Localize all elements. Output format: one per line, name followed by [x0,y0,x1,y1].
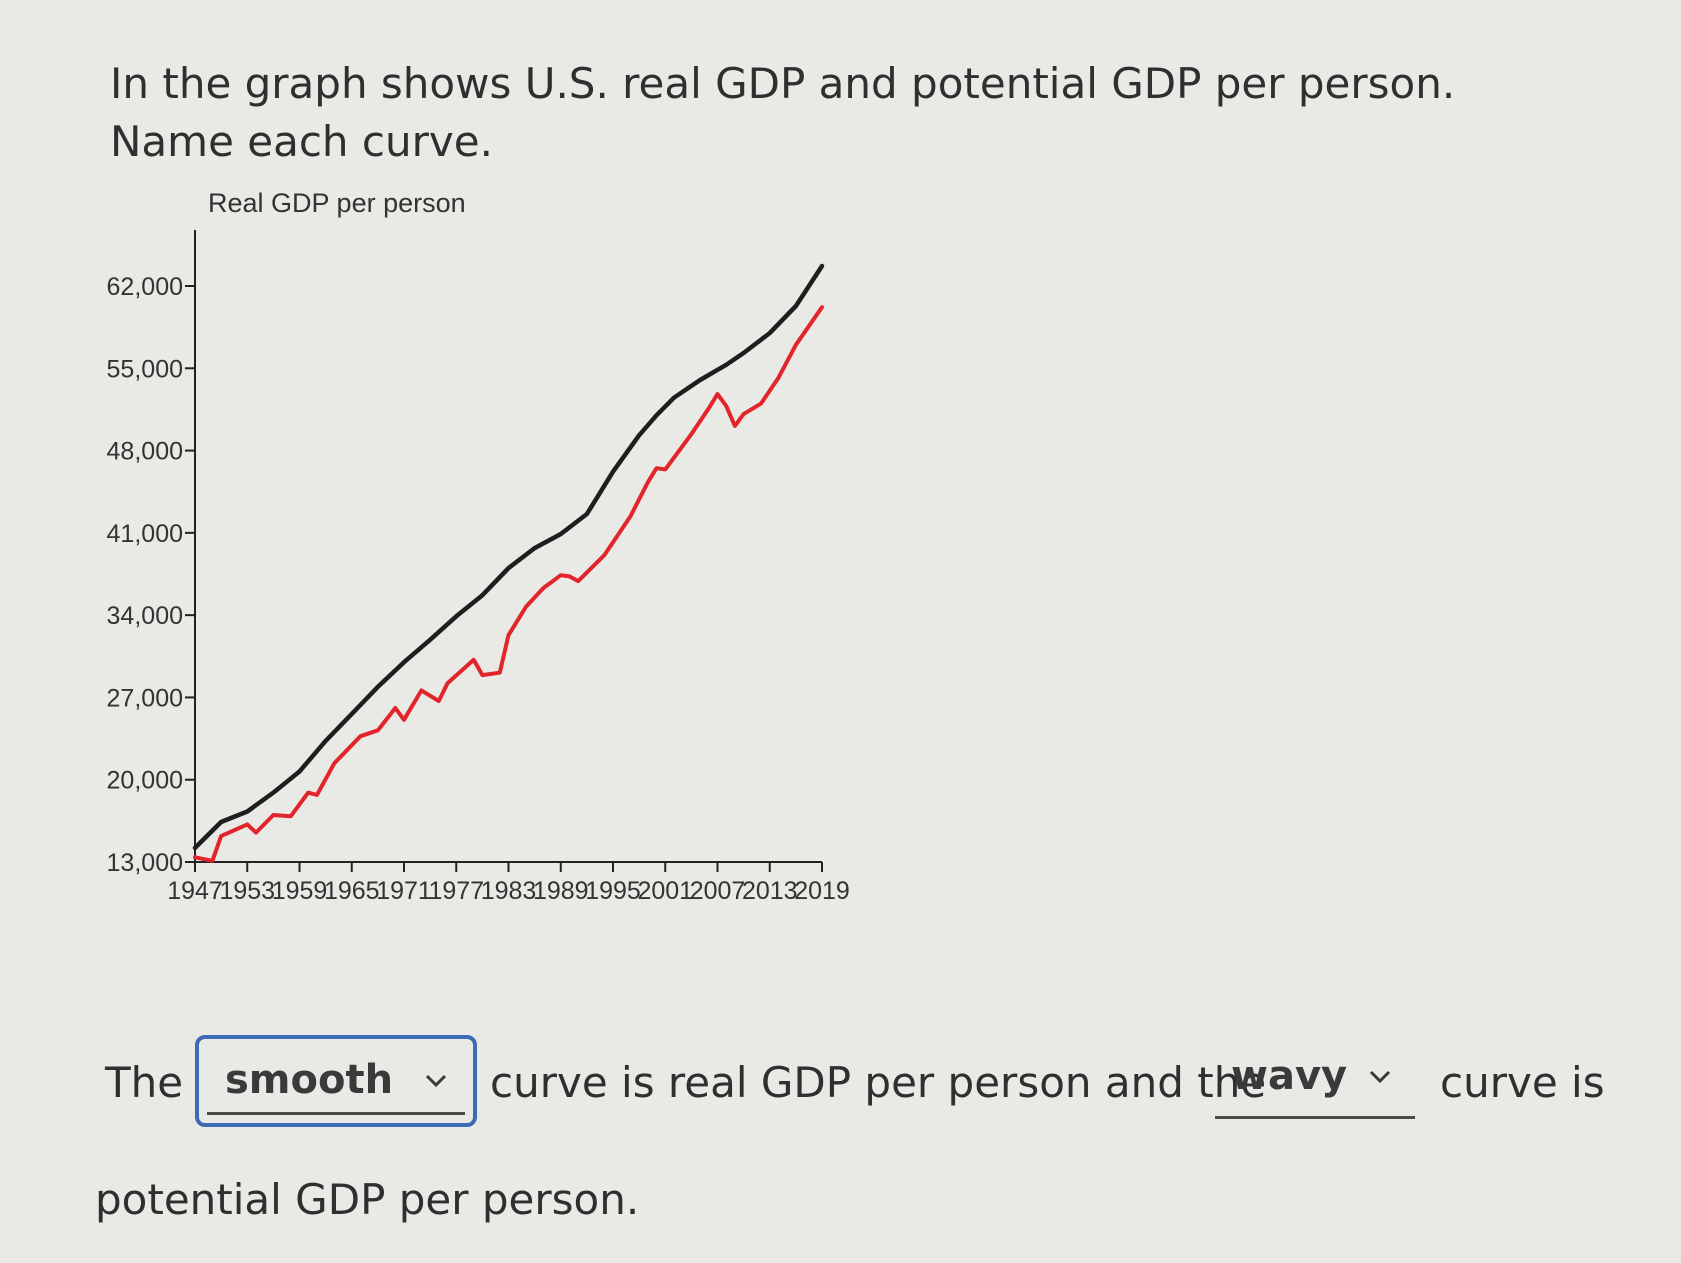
x-tick-label: 2001 [637,877,693,905]
series-lines [192,263,825,863]
chart-svg: Real GDP per person 13,000 20,000 27,000 34… [107,190,850,905]
dropdown-2-underline [1215,1116,1415,1119]
answer-prefix: The [105,1058,184,1107]
gdp-chart: Real GDP per person 13,000 20,000 27,000 34… [70,190,930,990]
y-tick-label: 41,000 [107,520,183,548]
x-tick-label: 1989 [533,877,589,905]
series-line-black [192,263,825,851]
x-axis-ticks: 1947195319591965197119771983198919952001… [167,862,850,905]
x-tick-label: 1953 [219,877,275,905]
x-tick-label: 1965 [324,877,380,905]
x-tick-label: 1983 [481,877,537,905]
y-axis-ticks: 13,000 20,000 27,000 34,000 41,000 48,000 55,0… [107,273,195,877]
x-tick-label: 1971 [376,877,432,905]
answer-middle: curve is real GDP per person and the [490,1058,1267,1107]
chevron-down-icon [425,1074,447,1088]
curve-type-dropdown-1[interactable]: smooth [195,1035,477,1127]
y-tick-label: 20,000 [107,767,183,795]
dropdown-1-underline [207,1112,465,1115]
x-tick-label: 2007 [690,877,746,905]
dropdown-1-value: smooth [225,1057,394,1103]
y-tick-label: 62,000 [107,273,183,301]
chart-title: Real GDP per person [208,190,466,218]
series-line-red [193,305,824,863]
x-tick-label: 1959 [272,877,328,905]
chevron-down-icon [1369,1070,1391,1084]
x-tick-label: 1977 [428,877,484,905]
x-tick-label: 1947 [167,877,223,905]
answer-suffix: curve is [1440,1058,1605,1107]
y-tick-label: 27,000 [107,684,183,712]
y-tick-label: 34,000 [107,602,183,630]
x-tick-label: 2019 [794,877,850,905]
question-text: In the graph shows U.S. real GDP and pot… [110,59,1456,166]
x-tick-label: 1995 [585,877,641,905]
y-tick-label: 55,000 [107,355,183,383]
y-tick-label: 48,000 [107,438,183,466]
answer-line-2: potential GDP per person. [95,1175,640,1224]
y-tick-label: 13,000 [107,849,183,877]
dropdown-2-value: wavy [1231,1053,1348,1099]
x-tick-label: 2013 [742,877,798,905]
curve-type-dropdown-2[interactable]: wavy [1215,1035,1415,1127]
